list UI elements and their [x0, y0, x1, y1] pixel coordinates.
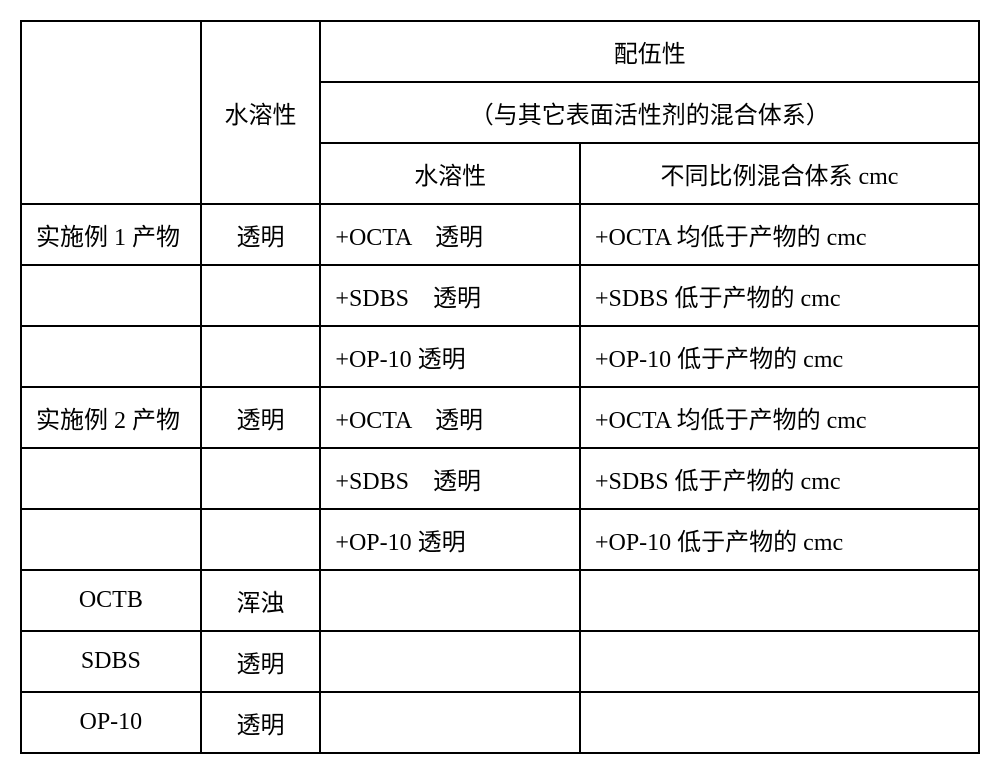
row-solubility: 透明 — [201, 692, 321, 753]
row-solubility — [201, 448, 321, 509]
row-label: OP-10 — [21, 692, 201, 753]
row-label — [21, 326, 201, 387]
row-compat-cmc: +SDBS 低于产物的 cmc — [580, 265, 979, 326]
row-solubility: 浑浊 — [201, 570, 321, 631]
header-compatibility-sub: （与其它表面活性剂的混合体系） — [320, 82, 979, 143]
table-row: OP-10 透明 — [21, 692, 979, 753]
row-compat-cmc: +OCTA 均低于产物的 cmc — [580, 387, 979, 448]
table-row: 实施例 2 产物 透明 +OCTA 透明 +OCTA 均低于产物的 cmc — [21, 387, 979, 448]
row-compat-cmc: +OP-10 低于产物的 cmc — [580, 509, 979, 570]
row-compat-sol: +OCTA 透明 — [320, 204, 580, 265]
row-solubility — [201, 509, 321, 570]
row-compat-sol — [320, 692, 580, 753]
data-table: 水溶性 配伍性 （与其它表面活性剂的混合体系） 水溶性 不同比例混合体系 cmc… — [20, 20, 980, 754]
row-compat-sol: +OP-10 透明 — [320, 326, 580, 387]
table-row: OCTB 浑浊 — [21, 570, 979, 631]
row-label: 实施例 1 产物 — [21, 204, 201, 265]
header-empty — [21, 21, 201, 204]
row-compat-sol — [320, 631, 580, 692]
table-row: +OP-10 透明 +OP-10 低于产物的 cmc — [21, 509, 979, 570]
row-label — [21, 509, 201, 570]
row-compat-sol: +OCTA 透明 — [320, 387, 580, 448]
table-row: SDBS 透明 — [21, 631, 979, 692]
header-row-1: 水溶性 配伍性 — [21, 21, 979, 82]
row-compat-sol: +SDBS 透明 — [320, 265, 580, 326]
row-compat-sol: +SDBS 透明 — [320, 448, 580, 509]
row-compat-cmc — [580, 692, 979, 753]
table-row: +SDBS 透明 +SDBS 低于产物的 cmc — [21, 265, 979, 326]
row-solubility — [201, 265, 321, 326]
table-row: 实施例 1 产物 透明 +OCTA 透明 +OCTA 均低于产物的 cmc — [21, 204, 979, 265]
row-label — [21, 448, 201, 509]
table-row: +OP-10 透明 +OP-10 低于产物的 cmc — [21, 326, 979, 387]
row-compat-cmc — [580, 631, 979, 692]
row-solubility: 透明 — [201, 387, 321, 448]
row-solubility: 透明 — [201, 631, 321, 692]
row-compat-cmc — [580, 570, 979, 631]
header-compat-cmc: 不同比例混合体系 cmc — [580, 143, 979, 204]
row-compat-cmc: +OCTA 均低于产物的 cmc — [580, 204, 979, 265]
header-compatibility: 配伍性 — [320, 21, 979, 82]
row-compat-sol — [320, 570, 580, 631]
table-row: +SDBS 透明 +SDBS 低于产物的 cmc — [21, 448, 979, 509]
row-compat-cmc: +SDBS 低于产物的 cmc — [580, 448, 979, 509]
row-label: SDBS — [21, 631, 201, 692]
row-compat-sol: +OP-10 透明 — [320, 509, 580, 570]
row-solubility: 透明 — [201, 204, 321, 265]
row-label: 实施例 2 产物 — [21, 387, 201, 448]
header-solubility: 水溶性 — [201, 21, 321, 204]
row-label — [21, 265, 201, 326]
header-compat-sol: 水溶性 — [320, 143, 580, 204]
row-compat-cmc: +OP-10 低于产物的 cmc — [580, 326, 979, 387]
row-solubility — [201, 326, 321, 387]
row-label: OCTB — [21, 570, 201, 631]
